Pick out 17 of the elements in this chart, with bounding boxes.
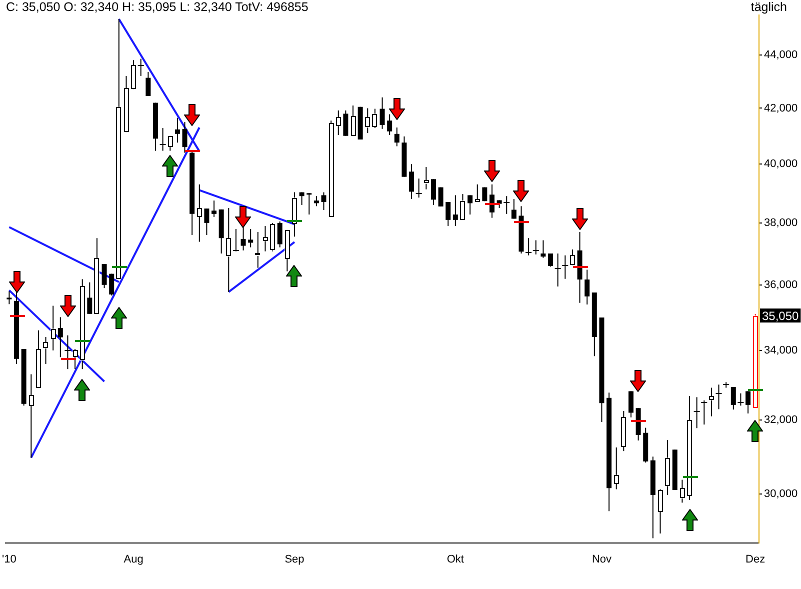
y-tick-label: 42,000: [764, 102, 798, 114]
chart-title: C: 35,050 O: 32,340 H: 35,095 L: 32,340 TotV: 496855: [6, 0, 308, 14]
x-tick-label: Sep: [284, 554, 304, 566]
x-tick-label: Nov: [592, 554, 612, 566]
text: täglich: [750, 0, 787, 14]
y-tick-label: 36,000: [764, 278, 798, 291]
y-tick-label: 44,000: [764, 48, 798, 61]
y-tick-label: 32,000: [764, 414, 798, 426]
y-tick-label: 30,000: [764, 488, 798, 500]
x-tick-label: '10: [2, 554, 16, 566]
x-tick-label: Dez: [746, 554, 766, 566]
annotation: 35,050: [762, 308, 800, 323]
x-tick-label: Aug: [124, 554, 144, 566]
x-tick-label: Okt: [446, 554, 464, 566]
y-tick-label: 40,000: [764, 158, 798, 170]
y-tick-label: 38,000: [764, 216, 798, 229]
y-tick-label: 34,000: [764, 344, 798, 356]
